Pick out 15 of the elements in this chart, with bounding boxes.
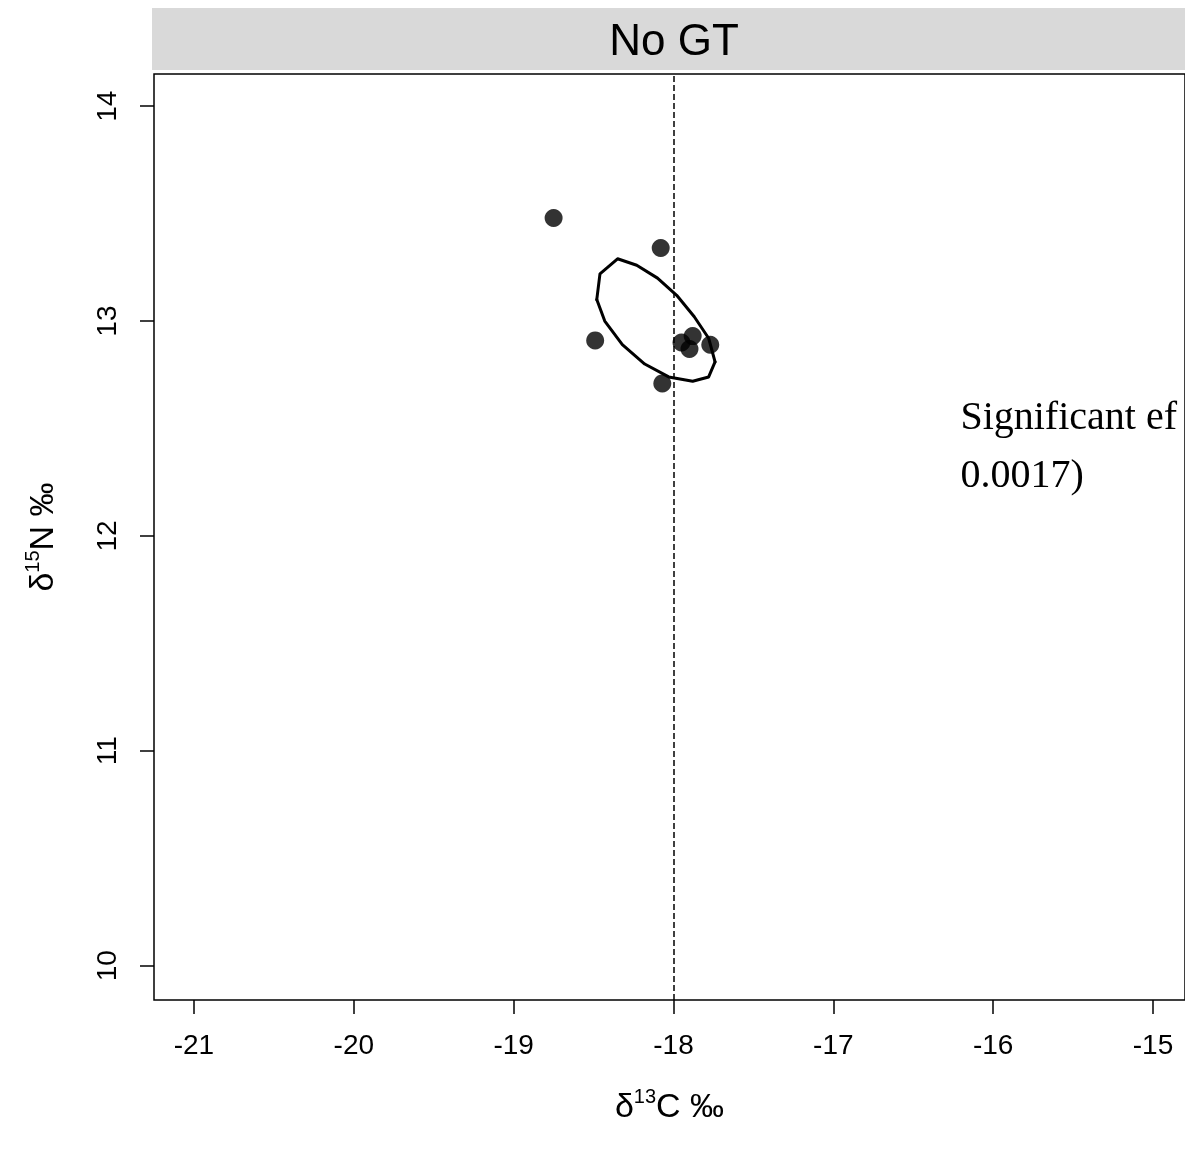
chart-title: No GT	[609, 14, 739, 64]
y-tick-label: 11	[90, 736, 122, 766]
y-tick-label: 12	[90, 520, 122, 552]
x-tick-label: -17	[813, 1028, 854, 1060]
x-tick-label: -19	[493, 1028, 534, 1060]
y-tick-label: 13	[90, 305, 122, 337]
x-tick-label: -16	[972, 1028, 1014, 1060]
x-tick-label: -21	[173, 1028, 215, 1060]
x-tick-label: -18	[653, 1028, 694, 1060]
x-tick-label: -20	[333, 1028, 375, 1060]
y-axis-title: δ15N ‰	[21, 482, 60, 592]
y-tick-label: 14	[90, 90, 122, 122]
annotation: Significant ef 0.0017)	[960, 392, 1178, 496]
x-tick-label: -15	[1132, 1028, 1174, 1060]
y-tick-label: 10	[90, 950, 122, 982]
